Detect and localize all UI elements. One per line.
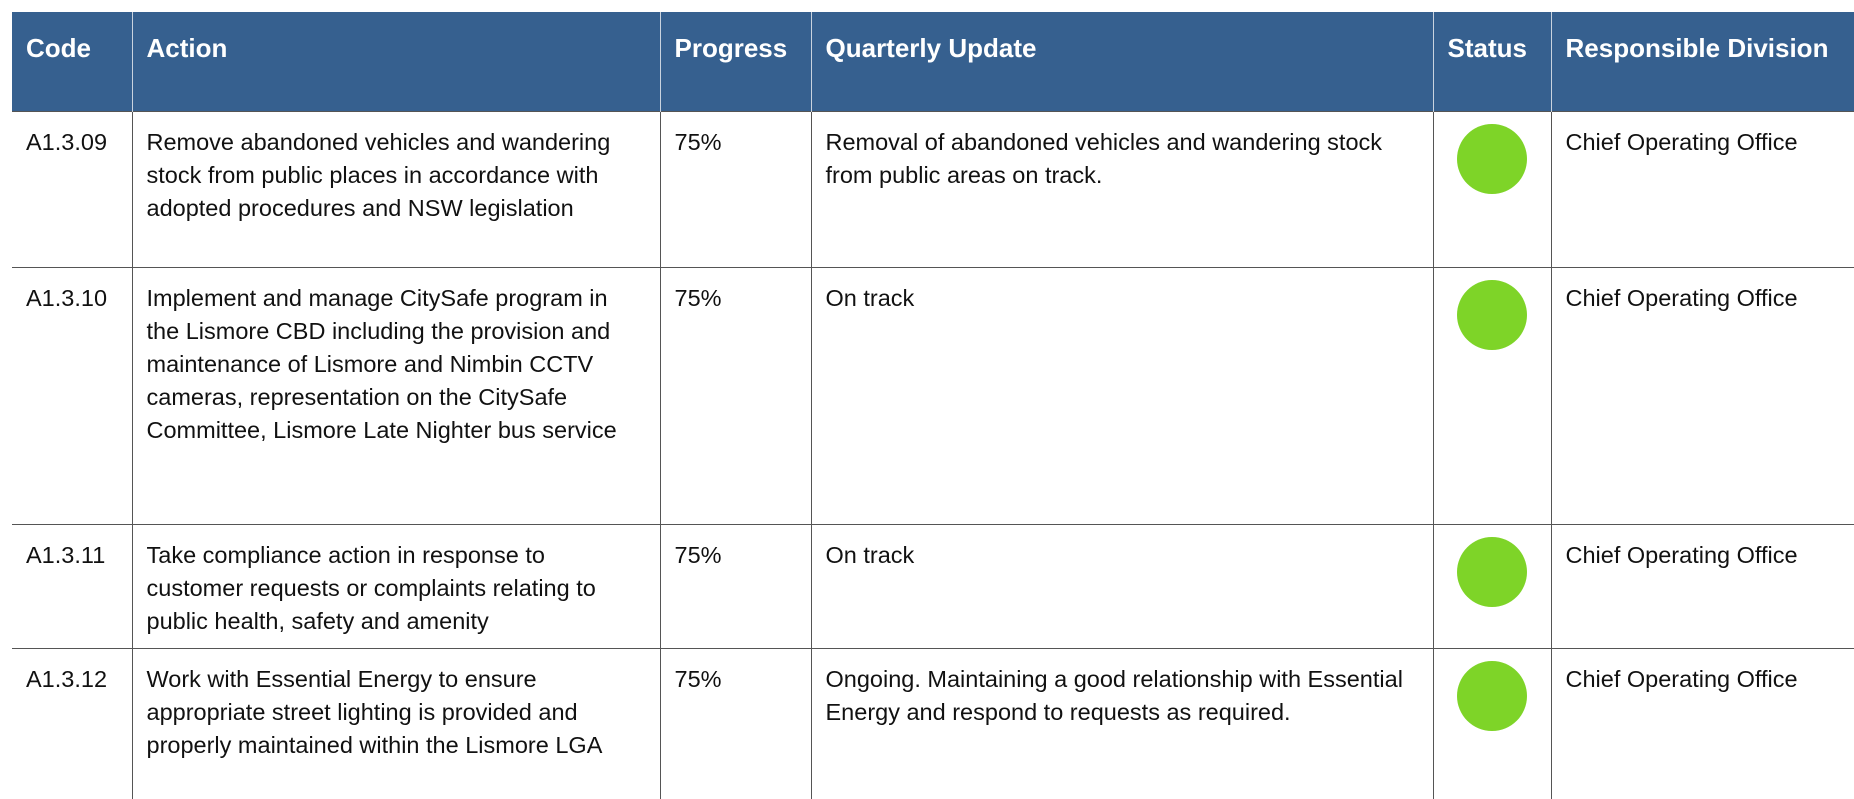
table-cell: Implement and manage CitySafe program in…	[131, 267, 661, 525]
header-cell: Code	[12, 12, 133, 112]
status-cell	[1432, 524, 1552, 649]
table-row: A1.3.10 Implement and manage CitySafe pro…	[12, 267, 1854, 525]
table-cell: Chief Operating Office	[1550, 111, 1854, 268]
table-row: A1.3.12 Work with Essential Energy to ens…	[12, 648, 1854, 799]
header-cell: Quarterly Update	[811, 12, 1434, 112]
table-cell: Work with Essential Energy to ensure app…	[131, 648, 661, 799]
table-row: A1.3.09 Remove abandoned vehicles and wan…	[12, 111, 1854, 268]
status-indicator	[1457, 124, 1527, 194]
table-cell: On track	[810, 524, 1434, 649]
table-cell: A1.3.10	[12, 267, 133, 525]
table-cell: 75%	[659, 524, 812, 649]
table-cell: 75%	[659, 267, 812, 525]
table-cell: Ongoing. Maintaining a good relationship…	[810, 648, 1434, 799]
table-cell: Chief Operating Office	[1550, 267, 1854, 525]
table-cell: 75%	[659, 111, 812, 268]
table-container: Code Action Progress Quarterly Update Status…	[12, 12, 1854, 799]
header-cell: Status	[1433, 12, 1552, 112]
header-row: Code Action Progress Quarterly Update Status…	[12, 12, 1854, 112]
header-cell: Progress	[660, 12, 812, 112]
table-cell: On track	[810, 267, 1434, 525]
table-cell: 75%	[659, 648, 812, 799]
action-table: Code Action Progress Quarterly Update Status…	[12, 12, 1854, 799]
table-row: A1.3.11 Take compliance action in respons…	[12, 524, 1854, 649]
table-cell: A1.3.12	[12, 648, 133, 799]
table-cell: Take compliance action in response to cu…	[131, 524, 661, 649]
status-indicator	[1457, 280, 1527, 350]
status-indicator	[1457, 661, 1527, 731]
status-cell	[1432, 267, 1552, 525]
table-cell: Removal of abandoned vehicles and wander…	[810, 111, 1434, 268]
table-body: A1.3.09 Remove abandoned vehicles and wan…	[12, 111, 1854, 799]
header-cell: Action	[132, 12, 661, 112]
table-cell: Chief Operating Office	[1550, 648, 1854, 799]
table-cell: Remove abandoned vehicles and wandering …	[131, 111, 661, 268]
table-cell: A1.3.11	[12, 524, 133, 649]
status-indicator	[1457, 537, 1527, 607]
header-cell: Responsible Division	[1551, 12, 1854, 112]
status-cell	[1432, 648, 1552, 799]
table-cell: Chief Operating Office	[1550, 524, 1854, 649]
status-cell	[1432, 111, 1552, 268]
table-cell: A1.3.09	[12, 111, 133, 268]
